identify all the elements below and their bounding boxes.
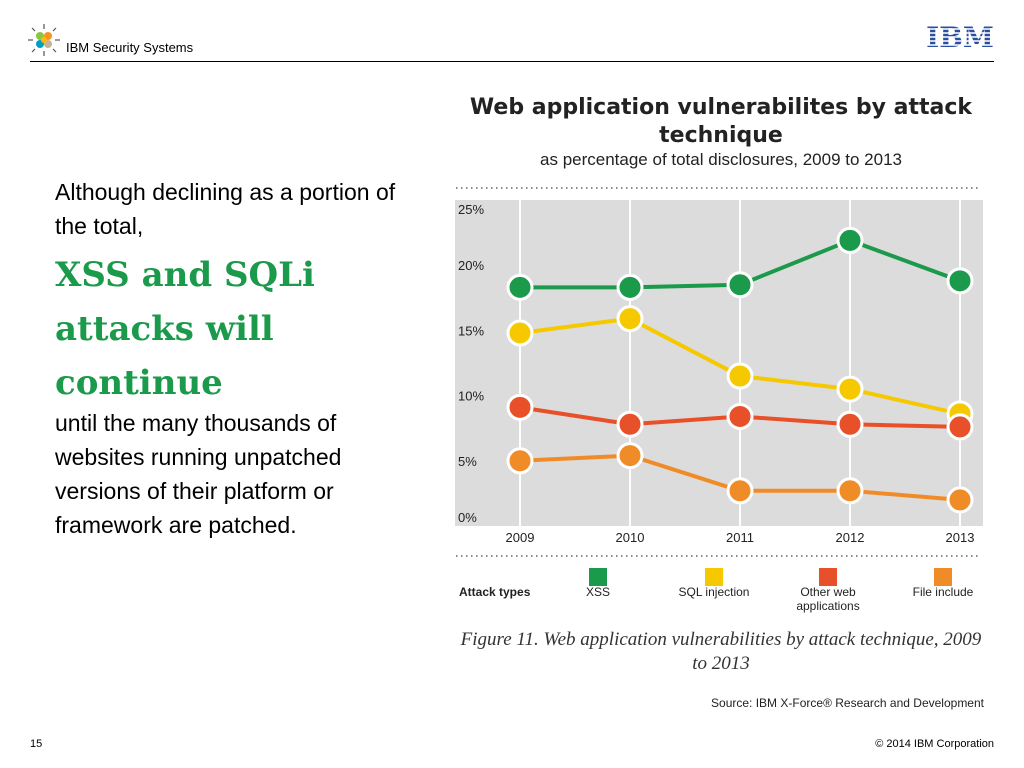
legend-label: Other web applications (796, 585, 859, 613)
intro-text: Although declining as a portion of the t… (55, 179, 396, 239)
data-point (616, 273, 644, 301)
legend-label: File include (913, 585, 974, 599)
ibm-security-logo-icon (28, 24, 60, 56)
data-point (506, 447, 534, 475)
data-point (726, 362, 754, 390)
data-point (616, 305, 644, 333)
source-note: Source: IBM X-Force® Research and Develo… (711, 696, 984, 710)
data-point (836, 410, 864, 438)
data-point (836, 375, 864, 403)
y-tick-label: 15% (458, 323, 484, 338)
legend-label: SQL injection (679, 585, 750, 599)
data-point (946, 267, 974, 295)
chart-subtitle: as percentage of total disclosures, 2009… (540, 150, 902, 169)
ibm-logo-icon: IBM (926, 22, 994, 52)
legend-swatch (934, 568, 952, 586)
data-point (946, 486, 974, 514)
x-tick-label: 2012 (836, 530, 865, 545)
data-point (506, 319, 534, 347)
legend-title: Attack types (459, 585, 531, 599)
y-tick-label: 20% (458, 258, 484, 273)
legend-swatch (705, 568, 723, 586)
x-tick-label: 2013 (946, 530, 975, 545)
data-point (726, 271, 754, 299)
page-number: 15 (30, 738, 43, 750)
x-tick-label: 2011 (726, 530, 754, 545)
y-tick-label: 10% (458, 389, 484, 404)
body-text: until the many thousands of websites run… (55, 410, 342, 538)
chart-title: Web application vulnerabilites by attack… (469, 95, 973, 148)
y-tick-label: 0% (458, 510, 477, 525)
line-chart: 0% 5% 10% 15% 20% 25% 2009 2010 2011 2012 2013 Atta… (455, 187, 983, 613)
header-title: IBM Security Systems (66, 40, 194, 55)
figure-caption: Figure 11. Web application vulnerabiliti… (460, 629, 982, 674)
headline-text: XSS and SQLi attacks will continue (55, 255, 315, 403)
data-point (506, 273, 534, 301)
data-point (726, 402, 754, 430)
y-tick-label: 25% (458, 202, 484, 217)
data-point (836, 226, 864, 254)
legend-label: XSS (586, 585, 610, 599)
data-point (726, 477, 754, 505)
data-point (506, 393, 534, 421)
x-tick-label: 2009 (506, 530, 535, 545)
x-tick-label: 2010 (616, 530, 645, 545)
legend-swatch (819, 568, 837, 586)
data-point (616, 442, 644, 470)
header-divider (30, 61, 994, 62)
y-tick-label: 5% (458, 454, 477, 469)
data-point (946, 413, 974, 441)
legend-swatch (589, 568, 607, 586)
copyright: © 2014 IBM Corporation (875, 738, 994, 750)
data-point (836, 477, 864, 505)
data-point (616, 410, 644, 438)
